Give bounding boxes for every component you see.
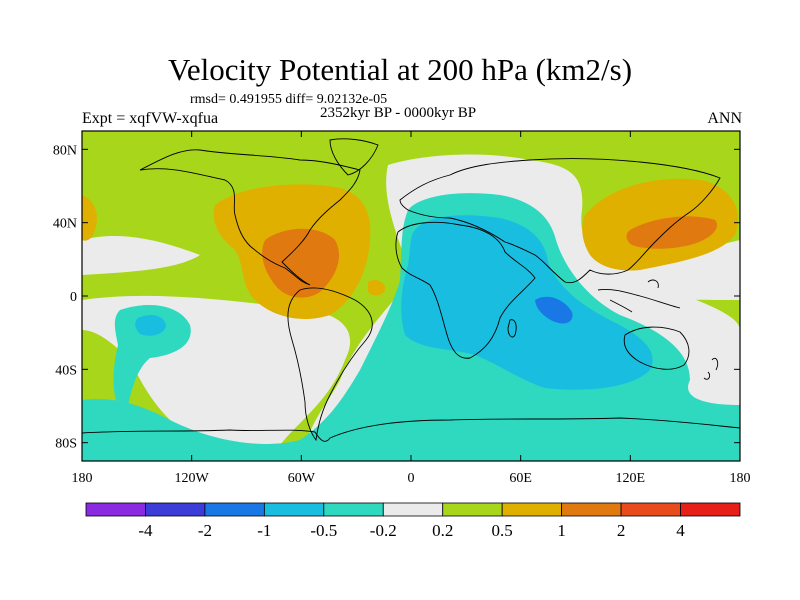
field-neutral-west-pacific	[600, 240, 740, 300]
lat-axis: 80N 40N 0 40S 80S	[53, 143, 740, 452]
colorbar-label: 1	[557, 521, 566, 540]
field-positive-mid-west	[82, 195, 97, 241]
colorbar-swatch	[442, 502, 503, 517]
lat-tick-label: 40N	[53, 217, 77, 232]
colorbar: -4 -2 -1 -0.5 -0.2 0.2 0.5 1 2 4	[85, 502, 741, 540]
colorbar-swatch	[145, 502, 206, 517]
lon-tick-label: 120E	[616, 471, 646, 486]
colorbar-label: -1	[257, 521, 271, 540]
colorbar-label: -0.5	[310, 521, 337, 540]
coast-madagascar	[507, 319, 517, 338]
lat-tick-label: 80S	[55, 437, 77, 452]
experiment-label: Expt = xqfVW-xqfua	[82, 110, 219, 127]
colorbar-swatch	[561, 502, 622, 517]
coastlines	[82, 138, 740, 442]
lat-tick-label: 80N	[53, 143, 77, 158]
field-positive-mid-atlantic	[368, 279, 386, 296]
colorbar-label: -0.2	[370, 521, 397, 540]
colorbar-label: 0.2	[432, 521, 453, 540]
field-positive-high-pacific	[626, 216, 718, 249]
lon-tick-label: 0	[408, 471, 415, 486]
period-label: 2352kyr BP - 0000kyr BP	[320, 105, 477, 121]
coast-south-america	[287, 287, 373, 442]
contour-fields	[82, 131, 740, 461]
lon-tick-label: 180	[72, 471, 93, 486]
coast-north-america	[139, 149, 361, 286]
lon-axis: 180 120W 60W 0 60E 120E 180	[72, 131, 751, 486]
colorbar-label: 2	[617, 521, 626, 540]
colorbar-swatch	[620, 502, 681, 517]
colorbar-swatch	[204, 502, 265, 517]
field-negative-low-pacific	[113, 305, 191, 420]
coast-new-zealand	[703, 357, 719, 380]
field-positive-high-americas	[262, 228, 340, 298]
lon-tick-label: 180	[730, 471, 751, 486]
field-negative-mid-pacific	[135, 314, 166, 336]
lat-tick-label: 0	[70, 290, 77, 305]
colorbar-label: -4	[138, 521, 153, 540]
lat-tick-label: 40S	[55, 363, 77, 378]
field-negative-high	[535, 296, 573, 324]
chart-title: Velocity Potential at 200 hPa (km2/s)	[167, 52, 633, 87]
season-label: ANN	[707, 110, 742, 127]
colorbar-swatch	[85, 502, 146, 517]
lon-tick-label: 120W	[175, 471, 210, 486]
colorbar-swatch	[501, 502, 563, 517]
coast-greenland	[329, 138, 379, 176]
coast-africa	[395, 221, 536, 359]
coast-maritime-asia	[597, 279, 681, 313]
lon-tick-label: 60W	[288, 471, 316, 486]
colorbar-swatch	[382, 502, 444, 517]
colorbar-swatch	[263, 502, 325, 517]
stats-label: rmsd= 0.491955 diff= 9.02132e-05	[190, 92, 388, 107]
colorbar-swatch	[323, 502, 384, 517]
colorbar-label: 0.5	[492, 521, 513, 540]
field-negative-mid	[401, 215, 653, 390]
coast-eurasia	[399, 158, 721, 284]
colorbar-swatch	[680, 502, 741, 517]
colorbar-label: 4	[676, 521, 685, 540]
coast-antarctica	[82, 417, 740, 442]
coast-australia	[623, 326, 690, 370]
lon-tick-label: 60E	[509, 471, 532, 486]
field-neutral-north	[82, 235, 200, 275]
colorbar-label: -2	[198, 521, 212, 540]
